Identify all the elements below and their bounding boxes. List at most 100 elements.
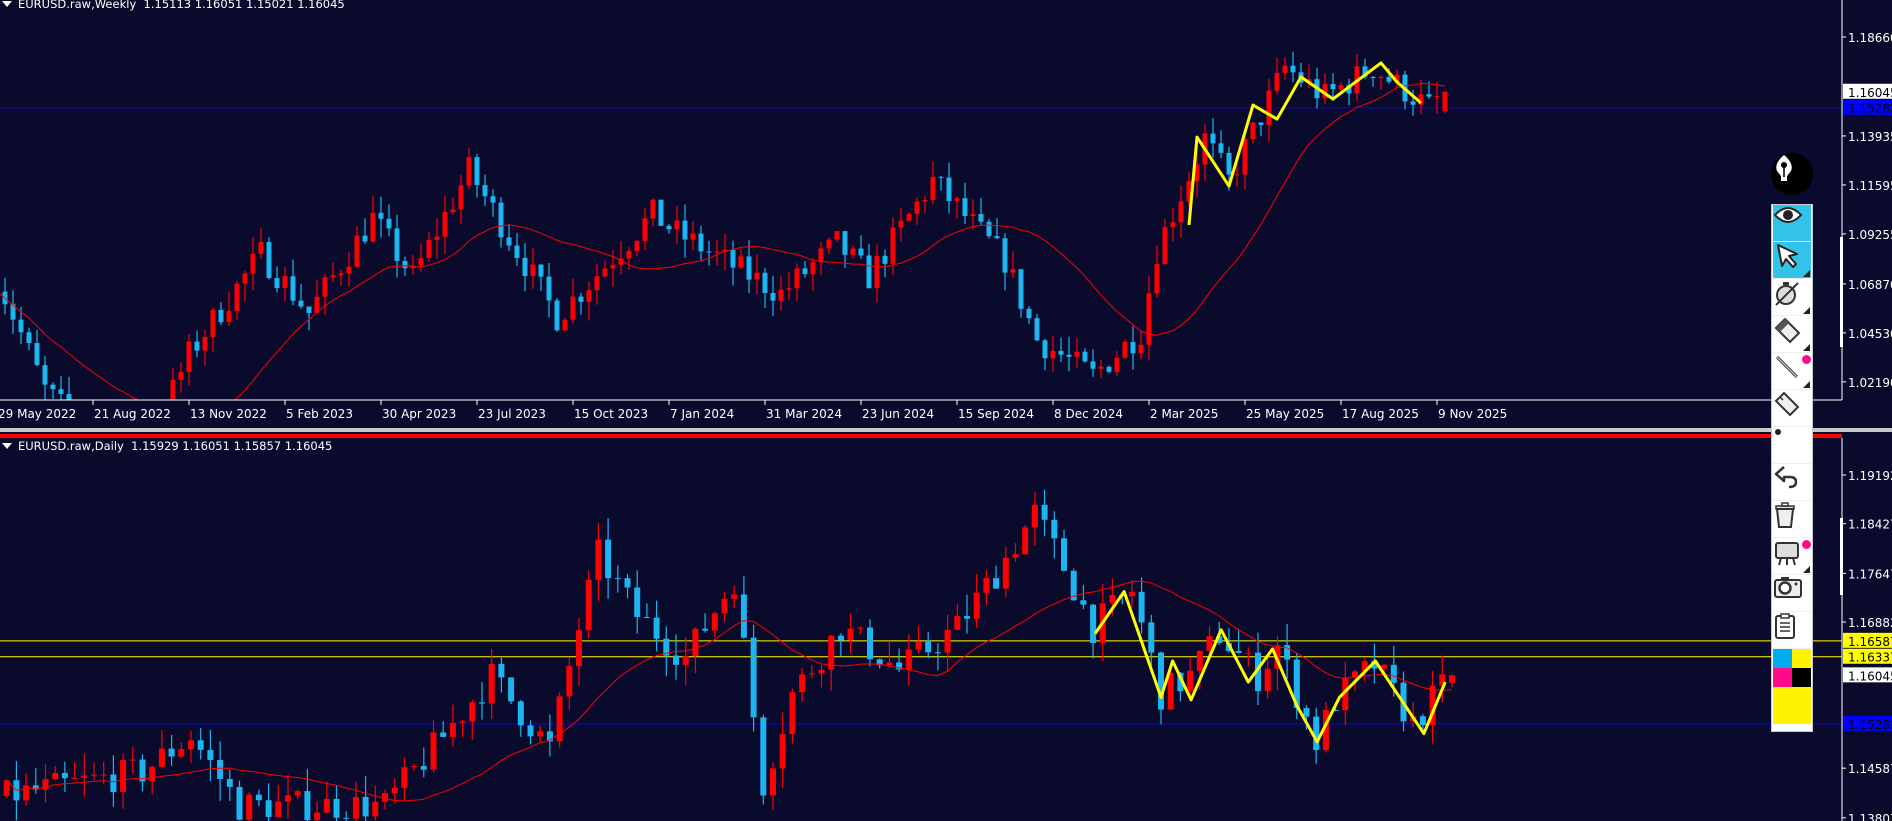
bull-candle [915,641,922,650]
bear-candle [139,759,146,782]
bear-candle [218,309,224,323]
bear-candle [750,637,757,718]
bear-candle [837,635,844,641]
bear-candle [1058,350,1064,355]
bull-candle [954,198,960,202]
bull-candle [808,673,815,675]
color-swatch-yellow[interactable] [1792,649,1811,668]
bull-candle [690,233,696,240]
bull-candle [354,235,360,267]
weekly-price-scale-handle[interactable] [1840,237,1843,347]
bull-candle [983,578,990,593]
bear-candle [614,578,621,580]
submenu-indicator-icon [1803,307,1810,314]
delete-all-button[interactable] [1773,501,1811,538]
bear-candle [226,778,233,787]
ruler-icon [1774,391,1800,417]
date-axis-label: 15 Sep 2024 [958,407,1034,421]
bear-candle [1390,664,1397,683]
bull-candle [626,250,632,259]
eraser-tool-button[interactable] [1773,316,1811,353]
bull-candle [294,791,301,796]
template-tool-button[interactable] [1773,538,1811,575]
bull-candle [642,218,648,241]
bear-candle [362,796,369,817]
bull-candle [459,721,466,723]
bull-candle [210,309,216,338]
drawing-tools-toggle-button[interactable] [1771,153,1813,195]
bear-candle [1386,76,1392,82]
weekly-chart-panel[interactable]: EURUSD.raw,Weekly 1.15113 1.16051 1.1502… [0,0,1892,428]
bear-candle [986,221,992,237]
weekly-chart-canvas[interactable]: 1.18660 1.13935 1.11595 1.09255 1.06870 1.045… [0,0,1892,428]
daily-ohlc-text: EURUSD.raw,Daily 1.15929 1.16051 1.15857… [18,439,333,453]
bear-candle [1002,238,1008,273]
ruler-tool-button[interactable] [1773,390,1811,427]
color-swatch-cyan[interactable] [1773,649,1792,668]
bull-candle [714,251,720,253]
bull-candle [1050,350,1056,359]
stopwatch-off-icon [1775,282,1799,306]
bear-candle [522,257,528,276]
bear-candle [1235,650,1242,653]
color-swatch-black[interactable] [1792,668,1811,687]
bull-candle [188,740,194,750]
daily-chart-panel[interactable]: EURUSD.raw,Daily 1.15929 1.16051 1.15857… [0,438,1892,821]
bull-candle [850,248,856,255]
bull-candle [610,264,616,269]
bear-candle [1177,672,1184,692]
price-axis-label: 1.06870 [1848,278,1892,292]
current-price-label: 1.16045 [1848,86,1892,100]
bear-candle [194,341,200,351]
panel-separator[interactable] [0,428,1892,432]
line-tool-button[interactable] [1773,353,1811,390]
bull-candle [778,289,784,301]
cursor-tool-button[interactable] [1773,242,1811,279]
bear-candle [925,641,932,653]
bear-candle [1290,65,1296,73]
bull-candle [1439,674,1446,686]
bear-candle [1158,652,1164,710]
bull-candle [1234,174,1240,176]
clipboard-button[interactable] [1773,612,1811,649]
bear-candle [682,220,688,240]
bull-candle [458,185,464,210]
bear-candle [479,702,485,704]
bull-candle [275,801,282,817]
bull-candle [401,767,408,788]
daily-chart-canvas[interactable]: 1.19192 1.18427 1.17647 1.16882 1.14587 1.138… [0,438,1892,821]
collapse-triangle-icon[interactable] [2,443,12,449]
bull-candle [129,759,136,761]
bull-candle [586,290,592,302]
selected-color-swatch[interactable] [1773,687,1811,724]
bull-candle [834,231,840,240]
bear-candle [168,748,175,757]
bear-candle [1041,504,1048,520]
bear-candle [474,157,480,186]
bull-candle [530,264,536,276]
active-panel-indicator [0,434,1842,438]
bull-candle [411,766,418,768]
toggle-visibility-button[interactable] [1773,205,1811,242]
bear-candle [1026,308,1032,319]
screenshot-button[interactable] [1773,575,1811,612]
bull-candle [799,674,806,693]
weekly-chart-title: EURUSD.raw,Weekly 1.15113 1.16051 1.1502… [2,0,345,11]
bull-candle [1098,366,1104,369]
bull-candle [618,258,624,265]
color-swatch-magenta[interactable] [1773,668,1792,687]
bull-candle [323,798,330,813]
dot-size-button[interactable] [1773,427,1811,464]
bull-candle [818,248,824,263]
collapse-triangle-icon[interactable] [2,1,12,7]
daily-price-scale-handle[interactable] [1840,518,1843,595]
bull-candle [1178,201,1184,223]
bull-candle [922,199,928,202]
price-axis-bg [1842,0,1892,428]
timer-tool-button[interactable] [1773,279,1811,316]
bear-candle [634,587,641,618]
date-axis-label: 7 Jan 2024 [670,407,734,421]
bull-candle [170,379,176,417]
moving-average-line [0,82,1446,422]
undo-button[interactable] [1773,464,1811,501]
